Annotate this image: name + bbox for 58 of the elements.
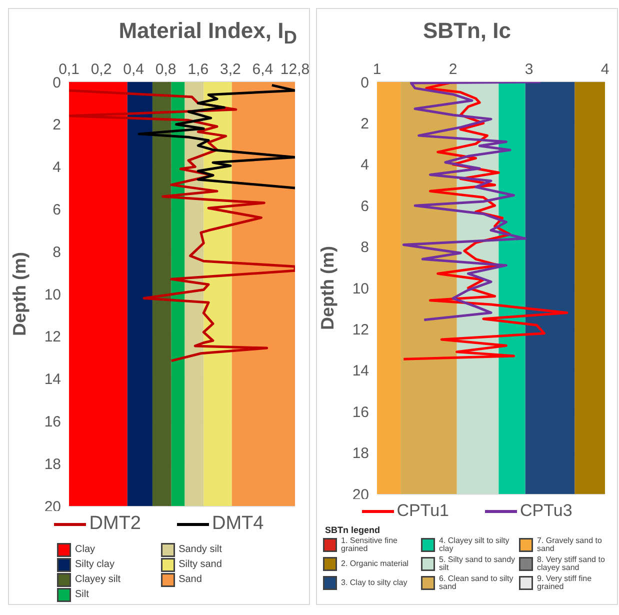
legend-label: 2. Organic material — [341, 558, 409, 568]
x-tick-label: 0,1 — [58, 61, 80, 78]
x-tick-label: 4 — [600, 61, 610, 78]
text: 1. Sensitive fine grained — [341, 536, 398, 554]
x-tick-label: 3 — [524, 61, 534, 78]
legend-label: Clay — [75, 544, 96, 556]
legend-label: 6. Clean sand to silty sand — [439, 574, 514, 592]
y-tick-label: 4 — [52, 159, 61, 176]
y-tick-label: 2 — [52, 116, 61, 134]
x-tick-label: 12,8 — [280, 61, 310, 78]
text: 9. Very stiff fine grained — [537, 574, 593, 592]
legend-label: Sandy silt — [178, 544, 222, 556]
legend-label: Clayey silt — [75, 574, 121, 586]
chart-title: Material Index, I$_{D}$ — [118, 17, 298, 49]
y-tick-label: 16 — [44, 414, 61, 431]
y-tick-label: 8 — [52, 244, 61, 261]
y-tick-label: 18 — [352, 445, 369, 462]
legend-label: 7. Gravely sand to sand — [537, 536, 603, 554]
legend-title: SBTn legend — [325, 525, 382, 535]
x-tick-label: 0,2 — [90, 61, 112, 78]
x-tick-label: 0,8 — [155, 61, 176, 78]
x-tick-label: 6,4 — [252, 61, 274, 78]
legend-label: Sand — [178, 574, 202, 586]
y-tick-label: 14 — [44, 371, 61, 388]
legend-label: 4. Clayey silt to silty clay — [439, 536, 510, 554]
x-tick-label: 1,6 — [188, 61, 209, 78]
x-tick-label: 0,4 — [123, 61, 144, 78]
y-tick-label: 16 — [352, 404, 369, 421]
y-tick-label: 12 — [352, 322, 369, 339]
legend-label: CPTu1 — [396, 501, 449, 520]
legend-label: Silty clay — [75, 558, 114, 570]
y-tick-label: 0 — [52, 74, 61, 92]
legend-label: Silty sand — [178, 558, 222, 570]
y-tick-label: 2 — [360, 116, 369, 133]
y-tick-label: 18 — [44, 456, 61, 473]
y-tick-label: 12 — [44, 328, 61, 346]
x-tick-label: 1 — [372, 61, 382, 78]
legend-label: DMT2 — [89, 513, 141, 534]
y-tick-label: 8 — [360, 239, 369, 256]
y-tick-label: 6 — [52, 202, 61, 219]
y-tick-label: 0 — [360, 74, 369, 92]
y-tick-label: 10 — [352, 280, 369, 298]
y-tick-label: 14 — [352, 362, 369, 380]
y-axis-title: Depth (m) — [9, 252, 30, 336]
legend-label: 3. Clay to silty clay — [341, 578, 408, 588]
text: 8. Very stiff sand to clayey sand — [537, 554, 606, 573]
legend-label: Silt — [75, 588, 89, 600]
x-tick-label: 2 — [448, 61, 458, 78]
legend-label: 5. Silty sand to sandy silt — [439, 554, 516, 573]
legend-label: DMT4 — [211, 513, 264, 535]
x-tick-label: 3,2 — [220, 61, 241, 78]
chart-title: SBTn, Ic — [422, 17, 512, 45]
y-tick-label: 10 — [44, 286, 61, 304]
y-axis-title: Depth (m) — [317, 246, 338, 330]
legend-label: CPTu3 — [519, 501, 572, 521]
y-tick-label: 4 — [360, 156, 369, 174]
y-tick-label: 6 — [360, 198, 369, 215]
line-series — [402, 82, 542, 322]
